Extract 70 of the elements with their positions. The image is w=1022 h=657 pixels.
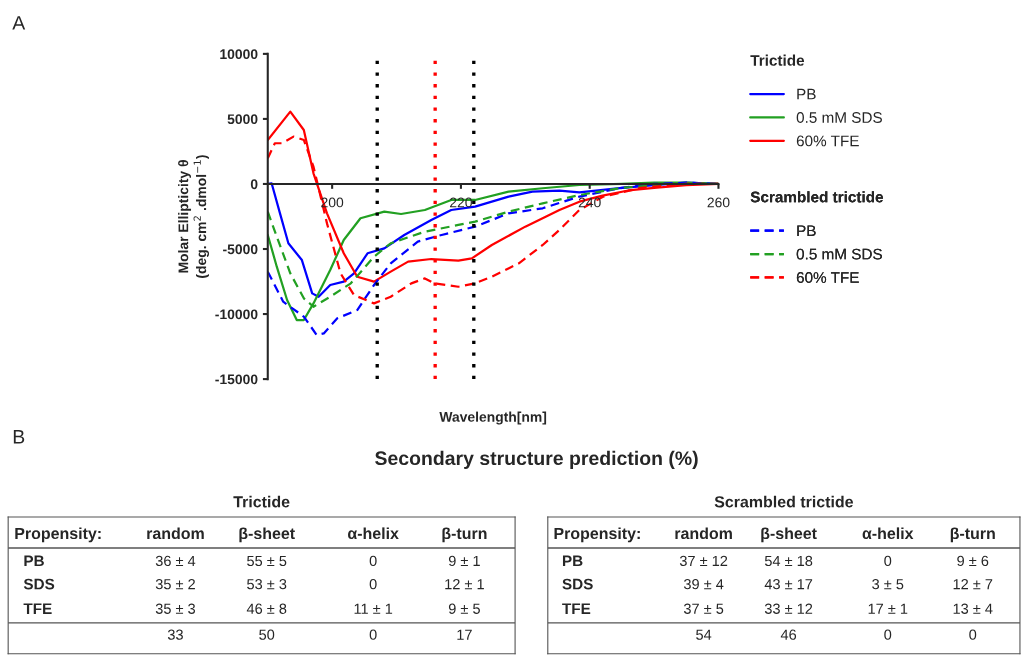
text: Propensity: bbox=[554, 527, 640, 543]
category-label: α-helix bbox=[348, 527, 399, 540]
text: B bbox=[13, 430, 25, 444]
category-label: β-sheet bbox=[239, 527, 295, 543]
text: 55 ± 5 bbox=[247, 555, 287, 567]
category-label: PB bbox=[562, 555, 583, 567]
x-tick-label: 260 bbox=[707, 197, 730, 208]
text: 36 ± 4 bbox=[155, 555, 196, 567]
text: 35 ± 2 bbox=[155, 578, 195, 590]
text: 12 ± 1 bbox=[445, 578, 484, 590]
text: 0 bbox=[884, 555, 892, 567]
category-label: TFE bbox=[562, 603, 591, 614]
text: 54 bbox=[696, 629, 712, 640]
text: 33 ± 12 bbox=[764, 603, 813, 614]
category-label: random bbox=[675, 527, 732, 540]
text: 13 ± 4 bbox=[953, 603, 993, 614]
text: 35 ± 3 bbox=[155, 603, 196, 614]
text: 39 ± 4 bbox=[683, 578, 724, 590]
legend-label: PB bbox=[797, 88, 816, 100]
text: 0 bbox=[884, 629, 892, 640]
legend-label: 0.5 mM SDS bbox=[796, 112, 882, 123]
text: 17 bbox=[457, 629, 472, 640]
text: 37 ± 12 bbox=[679, 555, 728, 567]
text: 3 ± 5 bbox=[872, 578, 904, 590]
text: 33 bbox=[167, 629, 183, 640]
text: 43 ± 17 bbox=[764, 578, 813, 590]
text: 54 ± 18 bbox=[764, 555, 813, 567]
legend-title: Trictide bbox=[750, 54, 805, 66]
text: 0 bbox=[969, 629, 977, 640]
y-axis-title: Molar Ellipticity θ (deg. cm$^{2}$ .dmol$^{−1}$) bbox=[178, 155, 210, 278]
y-tick-label: -10000 bbox=[215, 309, 258, 320]
text: Propensity: bbox=[15, 527, 101, 543]
legend-label: 0.5 mM SDS bbox=[796, 248, 882, 260]
text: 0 bbox=[369, 555, 377, 567]
category-label: TFE bbox=[23, 603, 52, 614]
category-label: β-sheet bbox=[761, 527, 817, 543]
text: 11 ± 1 bbox=[354, 603, 393, 614]
legend-label: PB bbox=[797, 225, 816, 236]
category-label: PB bbox=[24, 555, 44, 567]
text: 9 ± 6 bbox=[957, 555, 989, 567]
category-label: SDS bbox=[562, 578, 593, 590]
category-label: β-turn bbox=[442, 527, 487, 543]
text: 9 ± 5 bbox=[448, 603, 480, 614]
legend-label: 60% TFE bbox=[796, 272, 859, 283]
text: 37 ± 5 bbox=[683, 603, 724, 614]
category-label: random bbox=[147, 527, 204, 540]
category-label: SDS bbox=[23, 578, 55, 590]
text: 12 ± 7 bbox=[953, 578, 993, 590]
text: Secondary structure prediction (%) bbox=[375, 450, 698, 469]
text: 0 bbox=[369, 578, 377, 590]
text: Trictide bbox=[233, 495, 290, 508]
text: A bbox=[12, 16, 26, 30]
category-label: β-turn bbox=[950, 527, 995, 543]
text: Scrambled trictide bbox=[750, 191, 884, 203]
text: 46 ± 8 bbox=[246, 603, 287, 614]
text: 46 bbox=[780, 629, 797, 640]
y-tick-label: 0 bbox=[250, 179, 258, 190]
y-tick-label: -15000 bbox=[215, 374, 258, 385]
text: 53 ± 3 bbox=[247, 578, 287, 590]
text: 9 ± 1 bbox=[448, 555, 480, 567]
y-tick-label: 10000 bbox=[220, 49, 258, 60]
text: 17 ± 1 bbox=[868, 603, 908, 614]
y-tick-label: -5000 bbox=[223, 244, 258, 255]
y-tick-label: 5000 bbox=[227, 114, 258, 125]
text: Scrambled trictide bbox=[714, 495, 854, 508]
category-label: α-helix bbox=[862, 527, 914, 540]
text: 0 bbox=[369, 629, 377, 640]
legend-label: 60% TFE bbox=[796, 135, 859, 147]
text: 50 bbox=[259, 629, 275, 640]
x-axis-title: Wavelength[nm] bbox=[439, 411, 547, 425]
